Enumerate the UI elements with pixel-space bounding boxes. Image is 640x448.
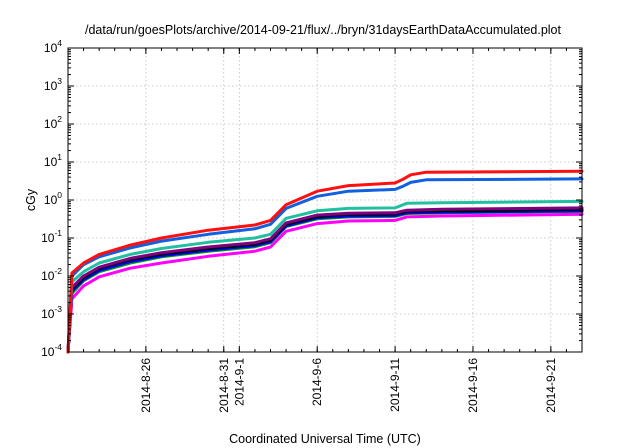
x-axis-label: Coordinated Universal Time (UTC) [229, 432, 421, 446]
y-tick-label: 10-1 [41, 228, 62, 245]
grid [68, 48, 582, 352]
y-tick-label: 102 [44, 114, 62, 131]
y-tick-label: 10-2 [41, 266, 62, 283]
series-line-2 [66, 209, 584, 354]
y-tick-label: 101 [44, 152, 62, 169]
series-line-7 [66, 177, 584, 354]
x-tick-label: 2014-9-1 [232, 358, 246, 406]
series-line-8 [66, 169, 584, 354]
y-tick-label: 104 [44, 38, 62, 55]
x-tick-label: 2014-9-6 [310, 358, 324, 406]
x-tick-label: 2014-8-26 [139, 358, 153, 413]
y-tick-label: 103 [44, 76, 62, 93]
x-tick-label: 2014-9-11 [388, 358, 402, 412]
series-line-1 [66, 209, 584, 354]
y-axis: 10-4 10-3 10-2 10-1 100 101 102 103 104 [41, 38, 582, 359]
series-line-5 [66, 206, 584, 354]
series-line-4 [66, 207, 584, 354]
y-axis-label: cGy [24, 188, 38, 211]
x-tick-label: 2014-8-31 [217, 358, 231, 413]
y-tick-label: 10-4 [41, 342, 62, 359]
x-axis: 2014-8-26 2014-8-31 2014-9-1 2014-9-6 2014-9… [83, 48, 567, 413]
y-tick-label: 10-3 [41, 304, 62, 321]
series-line-6 [66, 199, 584, 354]
x-tick-label: 2014-9-21 [544, 358, 558, 413]
series-line-3 [66, 212, 584, 354]
x-tick-label: 2014-9-16 [466, 358, 480, 413]
series-group [66, 169, 584, 354]
chart-title: /data/run/goesPlots/archive/2014-09-21/f… [85, 23, 561, 37]
y-tick-label: 100 [44, 190, 62, 207]
